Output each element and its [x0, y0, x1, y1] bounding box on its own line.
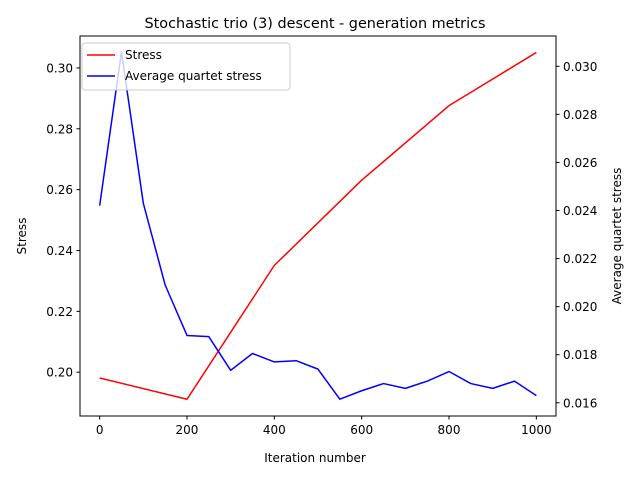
y-tick-label-right: 0.016 — [563, 396, 597, 410]
x-tick-label: 1000 — [521, 423, 552, 437]
legend-box — [81, 42, 291, 91]
plot-frame — [79, 35, 557, 417]
legend-label-average-quartet-stress: Average quartet stress — [125, 69, 262, 83]
x-tick-label: 800 — [438, 423, 461, 437]
y-axis-ticks-left: 0.20 0.22 0.24 0.26 0.28 0.30 — [46, 61, 80, 380]
y-tick-label-right: 0.020 — [563, 300, 597, 314]
y-tick-label-left: 0.24 — [46, 244, 73, 258]
legend-label-stress: Stress — [125, 48, 162, 62]
y-tick-label-left: 0.20 — [46, 366, 73, 380]
series-layer — [98, 51, 537, 401]
y-axis-ticks-right: 0.016 0.018 0.020 0.022 0.024 0.026 0.028 0.030 — [556, 60, 597, 410]
y-tick-label-right: 0.022 — [563, 252, 597, 266]
y-tick-label-right: 0.026 — [563, 156, 597, 170]
x-axis-label: Iteration number — [264, 451, 366, 465]
x-axis-ticks: 0 200 400 600 800 1000 — [96, 416, 552, 437]
y-tick-label-left: 0.26 — [46, 183, 73, 197]
x-tick-label: 0 — [96, 423, 104, 437]
y-tick-label-right: 0.028 — [563, 108, 597, 122]
y-tick-label-right: 0.030 — [563, 60, 597, 74]
x-tick-label: 200 — [176, 423, 199, 437]
series-line-average-quartet-stress — [98, 51, 537, 400]
chart-title: Stochastic trio (3) descent - generation… — [145, 16, 486, 32]
y-tick-label-right: 0.018 — [563, 348, 597, 362]
legend: Stress Average quartet stress — [81, 42, 291, 91]
series-line-stress — [99, 51, 537, 401]
y-tick-label-left: 0.28 — [46, 122, 73, 136]
y-axis-label-right: Average quartet stress — [610, 168, 624, 305]
x-tick-label: 400 — [263, 423, 286, 437]
x-tick-label: 600 — [350, 423, 373, 437]
y-tick-label-left: 0.22 — [46, 305, 73, 319]
y-axis-label-left: Stress — [15, 218, 29, 255]
y-tick-label-right: 0.024 — [563, 204, 597, 218]
y-tick-label-left: 0.30 — [46, 61, 73, 75]
